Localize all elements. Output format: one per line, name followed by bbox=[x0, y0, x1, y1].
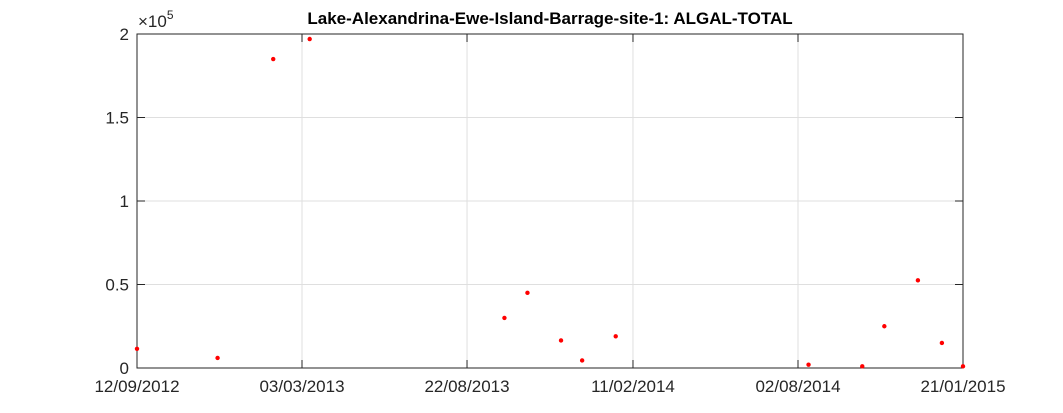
y-tick-label: 1 bbox=[120, 192, 129, 211]
data-point bbox=[558, 338, 564, 343]
chart-title: Lake-Alexandrina-Ewe-Island-Barrage-site… bbox=[307, 9, 792, 28]
y-exponent-power: 5 bbox=[167, 8, 174, 22]
data-point bbox=[939, 340, 945, 346]
x-tick-label: 21/01/2015 bbox=[920, 377, 1005, 396]
data-point bbox=[960, 364, 966, 369]
x-tick-label: 03/03/2013 bbox=[259, 377, 344, 396]
data-point bbox=[860, 364, 865, 369]
y-tick-label: 1.5 bbox=[105, 109, 129, 128]
data-point bbox=[502, 315, 507, 321]
y-tick-labels: 0 0.5 1 1.5 2 bbox=[105, 25, 129, 378]
x-tick-label: 02/08/2014 bbox=[755, 377, 840, 396]
data-point bbox=[215, 355, 220, 361]
x-tick-label: 12/09/2012 bbox=[94, 377, 179, 396]
y-tick-label: 0.5 bbox=[105, 276, 129, 295]
grid bbox=[137, 34, 963, 368]
y-axis-exponent: ×105 bbox=[138, 8, 174, 31]
data-point bbox=[579, 358, 585, 363]
y-exponent-base: ×10 bbox=[138, 12, 167, 31]
data-point bbox=[613, 334, 618, 339]
y-tick-label: 0 bbox=[120, 359, 129, 378]
y-tick-label: 2 bbox=[120, 25, 129, 44]
data-point bbox=[915, 278, 921, 283]
data-point bbox=[806, 362, 811, 367]
x-tick-label: 22/08/2013 bbox=[424, 377, 509, 396]
data-point bbox=[134, 346, 140, 351]
data-point bbox=[271, 56, 276, 62]
data-point bbox=[525, 290, 530, 296]
x-tick-label: 11/02/2014 bbox=[591, 377, 675, 396]
data-point bbox=[882, 324, 887, 329]
x-tick-labels: 12/09/2012 03/03/2013 22/08/2013 11/02/2014… bbox=[94, 377, 1005, 396]
axis-ticks bbox=[136, 33, 964, 369]
data-points bbox=[134, 36, 966, 369]
data-point bbox=[307, 36, 312, 42]
